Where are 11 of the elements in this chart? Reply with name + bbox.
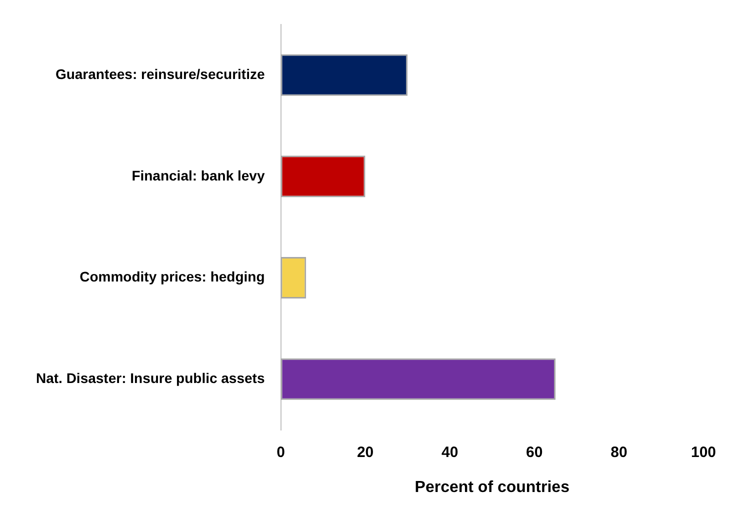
x-tick-label: 80	[610, 444, 628, 461]
y-tick-label: Commodity prices: hedging	[80, 268, 265, 285]
x-tick-label: 60	[526, 444, 543, 461]
x-tick-label: 0	[276, 444, 285, 461]
y-tick-label: Financial: bank levy	[132, 167, 265, 184]
y-tick-label: Nat. Disaster: Insure public assets	[36, 370, 265, 386]
x-tick-label: 40	[442, 444, 458, 461]
x-tick-label: 100	[690, 444, 716, 461]
x-axis-title: Percent of countries	[414, 478, 570, 496]
y-tick-label: Guarantees: reinsure/securitize	[55, 66, 265, 82]
x-tick-label: 20	[356, 444, 374, 461]
